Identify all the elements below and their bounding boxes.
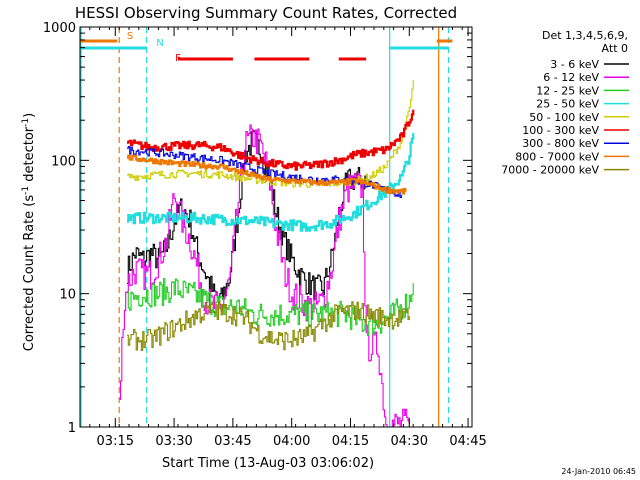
y-tick-label: 100 <box>51 154 76 169</box>
legend-entry-label: 50 - 100 keV <box>529 111 599 124</box>
x-tick-label: 03:15 <box>97 434 134 449</box>
x-tick-label: 04:45 <box>449 434 486 449</box>
series-line <box>127 278 414 336</box>
legend-entry-label: 12 - 25 keV <box>536 84 599 97</box>
series-line <box>127 301 410 351</box>
x-tick-label: 04:15 <box>332 434 369 449</box>
flag-s-label: S <box>127 31 133 42</box>
legend-entry-label: 100 - 300 keV <box>522 124 599 137</box>
y-axis-label: Corrected Count Rate (s-1 detector-1) <box>21 113 37 351</box>
flag-n-label: N <box>156 38 163 49</box>
event-markers <box>80 27 450 427</box>
series-line <box>119 124 410 427</box>
legend-header: Det 1,3,4,5,6,9, <box>542 29 628 42</box>
x-axis: 03:15 03:30 03:45 04:00 04:15 04:30 04:45 <box>79 27 487 449</box>
y-tick-label: 1000 <box>43 21 76 36</box>
legend-entry-label: 7000 - 20000 keV <box>501 164 599 177</box>
legend-header: Att 0 <box>602 42 628 55</box>
legend-entry-label: 300 - 800 keV <box>522 137 599 150</box>
series-line <box>127 133 415 232</box>
x-axis-label: Start Time (13-Aug-03 03:06:02) <box>162 456 374 471</box>
legend-entry-label: 800 - 7000 keV <box>515 150 599 163</box>
y-axis: 1 10 100 1000 <box>43 21 472 436</box>
footer-date: 24-Jan-2010 06:45 <box>561 467 636 476</box>
legend-entry-label: 25 - 50 keV <box>536 98 599 111</box>
legend-entry-label: 6 - 12 keV <box>543 71 599 84</box>
x-tick-label: 04:00 <box>273 434 310 449</box>
x-tick-label: 03:30 <box>155 434 192 449</box>
flag-bars: S N F <box>80 31 453 64</box>
x-tick-label: 03:45 <box>214 434 251 449</box>
chart-title: HESSI Observing Summary Count Rates, Cor… <box>75 4 457 22</box>
x-tick-label: 04:30 <box>391 434 428 449</box>
y-tick-label: 1 <box>68 421 76 436</box>
series-group <box>119 80 415 427</box>
y-tick-label: 10 <box>59 288 76 303</box>
series-line <box>127 109 415 171</box>
flag-f-label: F <box>175 53 181 64</box>
series-line <box>127 154 407 195</box>
legend-entry-label: 3 - 6 keV <box>550 58 599 71</box>
